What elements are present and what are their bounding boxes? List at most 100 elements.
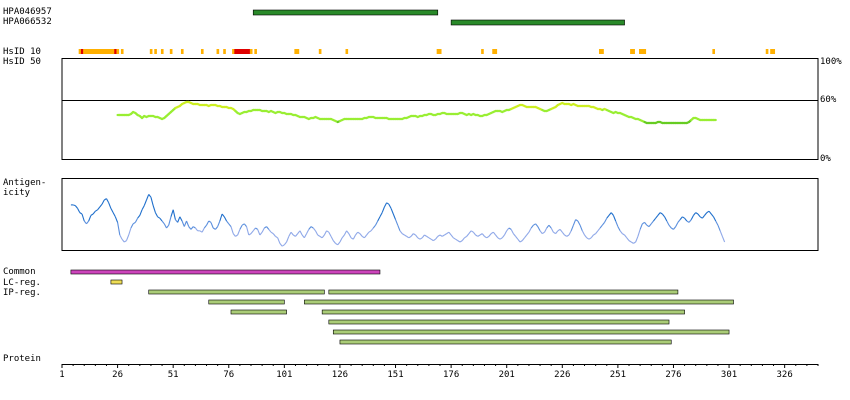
antigenicity-segment [606,215,610,219]
hsid10-mark [107,49,111,54]
hsid10-mark [481,49,484,54]
antigenicity-segment [584,234,588,239]
antigenicity-segment [375,220,379,226]
antigenicity-segment [619,230,623,234]
antigenicity-segment [243,223,247,227]
ip-region-bar [304,299,734,305]
antigenicity-segment [328,231,332,237]
antigenicity-segment [506,227,510,232]
antibody-label-2: HPA066532 [3,17,52,27]
antigenicity-segment [308,226,312,230]
antigenicity-segment [617,226,621,232]
protein-tick-label: 126 [332,370,348,380]
antigenicity-segment [446,231,450,235]
protein-tick-label: 226 [554,370,570,380]
antigenicity-segment [264,226,267,229]
antigenicity-segment [319,235,323,239]
antigenicity-segment [486,235,490,239]
antibody-bar-1 [252,9,439,16]
hsid10-mark [94,49,97,54]
antigenicity-segment [577,220,581,226]
antigenicity-segment [86,220,90,225]
antigenicity-chart-frame [61,178,819,251]
antigenicity-segment [363,234,368,239]
antigenicity-segment [355,231,359,236]
hsid10-mark [641,49,644,54]
region-label-ip: IP-reg. [3,288,41,298]
antigenicity-segment [519,240,523,243]
hsid10-mark [114,49,117,54]
antigenicity-segment [88,215,92,222]
region-label-common: Common [3,267,36,277]
antigenicity-segment [435,236,439,240]
antigenicity-segment [541,231,545,235]
protein-tick-label: 101 [276,370,292,380]
antigenicity-segment [512,233,517,237]
antigenicity-segment [306,229,310,234]
antigenicity-segment [183,220,188,227]
hsid10-mark [632,49,635,54]
antigenicity-segment [299,230,303,236]
antigenicity-segment [137,215,141,219]
antigenicity-segment [121,238,125,243]
antigenicity-segment [642,221,645,225]
antigenicity-segment [74,205,78,209]
antigenicity-segment [659,212,663,215]
protein-tick-label: 26 [112,370,123,380]
antigenicity-segment [544,227,548,233]
antigenicity-segment [359,233,363,237]
antigenicity-segment [188,226,192,230]
antigenicity-segment [250,230,254,234]
antigenicity-segment [503,230,508,236]
antigenicity-segment [615,220,619,227]
antigenicity-segment [468,230,472,234]
antigenicity-segment [590,234,594,239]
hsid10-mark [598,49,602,54]
antigenicity-segment [408,235,412,239]
antigenicity-segment [710,213,714,218]
protein-tick-label: 151 [387,370,403,380]
antigenicity-segment [132,221,136,225]
antigenicity-segment [546,224,550,229]
antigenicity-segment [419,237,423,240]
hsid10-mark [240,49,244,54]
antigenicity-segment [622,233,625,236]
hsid10-mark [80,49,84,54]
hsid-chart-frame [61,58,819,160]
antigenicity-segment [377,216,381,222]
antigenicity-segment [550,227,554,233]
antigenicity-segment [488,233,492,237]
hsid10-mark [639,49,642,54]
antigenicity-segment [657,212,661,216]
region-label-lc: LC-reg. [3,278,41,288]
hsid10-mark [96,49,100,54]
antigenicity-segment [653,217,657,222]
hsid10-mark [296,49,300,54]
antigenicity-segment [317,234,321,237]
antigenicity-segment [201,227,205,233]
ip-region-bar [328,319,670,325]
antigenicity-segment [235,234,238,237]
antigenicity-segment [453,237,456,240]
hsid10-label: HsID 10 [3,47,41,57]
antigenicity-segment [92,210,96,215]
antigenicity-segment [477,234,481,237]
ip-region-bar [148,289,325,295]
antigenicity-segment [119,234,123,240]
antigenicity-segment [655,215,659,219]
antigenicity-segment [433,238,436,242]
antigenicity-segment [366,231,370,236]
antigenicity-segment [484,235,487,239]
antigenicity-segment [248,233,252,236]
antigenicity-label-1: Antigen- [3,178,47,188]
antigenicity-segment [439,234,443,237]
antigenicity-segment [586,237,590,240]
antigenicity-segment [392,213,397,220]
antigenicity-segment [221,213,225,218]
antigenicity-segment [214,226,219,230]
common-region-bar [70,269,381,275]
antigenicity-segment [388,203,392,209]
antigenicity-segment [475,234,479,237]
antigenicity-segment [208,220,212,223]
antigenicity-segment [579,224,583,232]
